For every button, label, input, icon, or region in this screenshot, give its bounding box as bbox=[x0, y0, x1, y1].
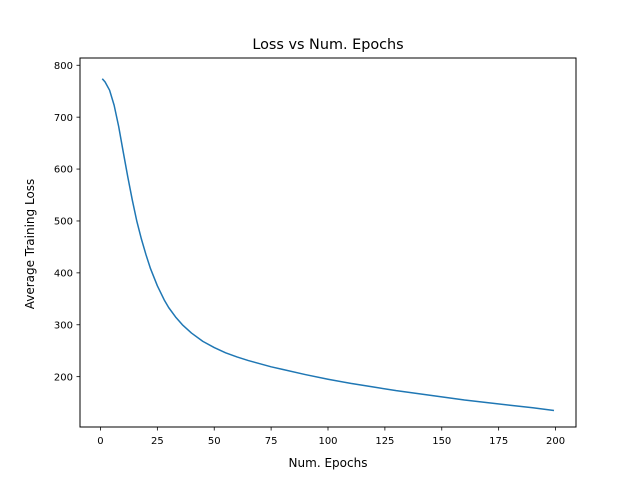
x-tick-label: 100 bbox=[318, 436, 337, 447]
series-layer bbox=[101, 78, 555, 412]
y-tick-label: 500 bbox=[54, 217, 73, 228]
x-tick-label: 150 bbox=[432, 436, 451, 447]
y-tick-label: 300 bbox=[54, 320, 73, 331]
x-tick-label: 50 bbox=[208, 436, 221, 447]
y-tick-label: 600 bbox=[54, 165, 73, 176]
x-tick-label: 0 bbox=[97, 436, 103, 447]
x-tick-label: 75 bbox=[265, 436, 278, 447]
axis-ticks: 0 25 50 75 100 125 150 175 200 200 300 400 500 600 700… bbox=[54, 61, 565, 447]
x-tick-label: 25 bbox=[151, 436, 164, 447]
y-tick-label: 200 bbox=[54, 372, 73, 383]
chart-title: Loss vs Num. Epochs bbox=[252, 37, 403, 53]
y-tick-label: 800 bbox=[54, 61, 73, 72]
x-tick-label: 175 bbox=[489, 436, 508, 447]
plot-area-frame bbox=[79, 57, 577, 428]
loss-series-line bbox=[101, 78, 555, 412]
x-tick-label: 200 bbox=[546, 436, 565, 447]
x-tick-label: 125 bbox=[375, 436, 394, 447]
y-tick-label: 700 bbox=[54, 113, 73, 124]
y-axis-title: Average Training Loss bbox=[23, 179, 37, 310]
x-axis-title: Num. Epochs bbox=[289, 456, 368, 470]
y-tick-label: 400 bbox=[54, 268, 73, 279]
